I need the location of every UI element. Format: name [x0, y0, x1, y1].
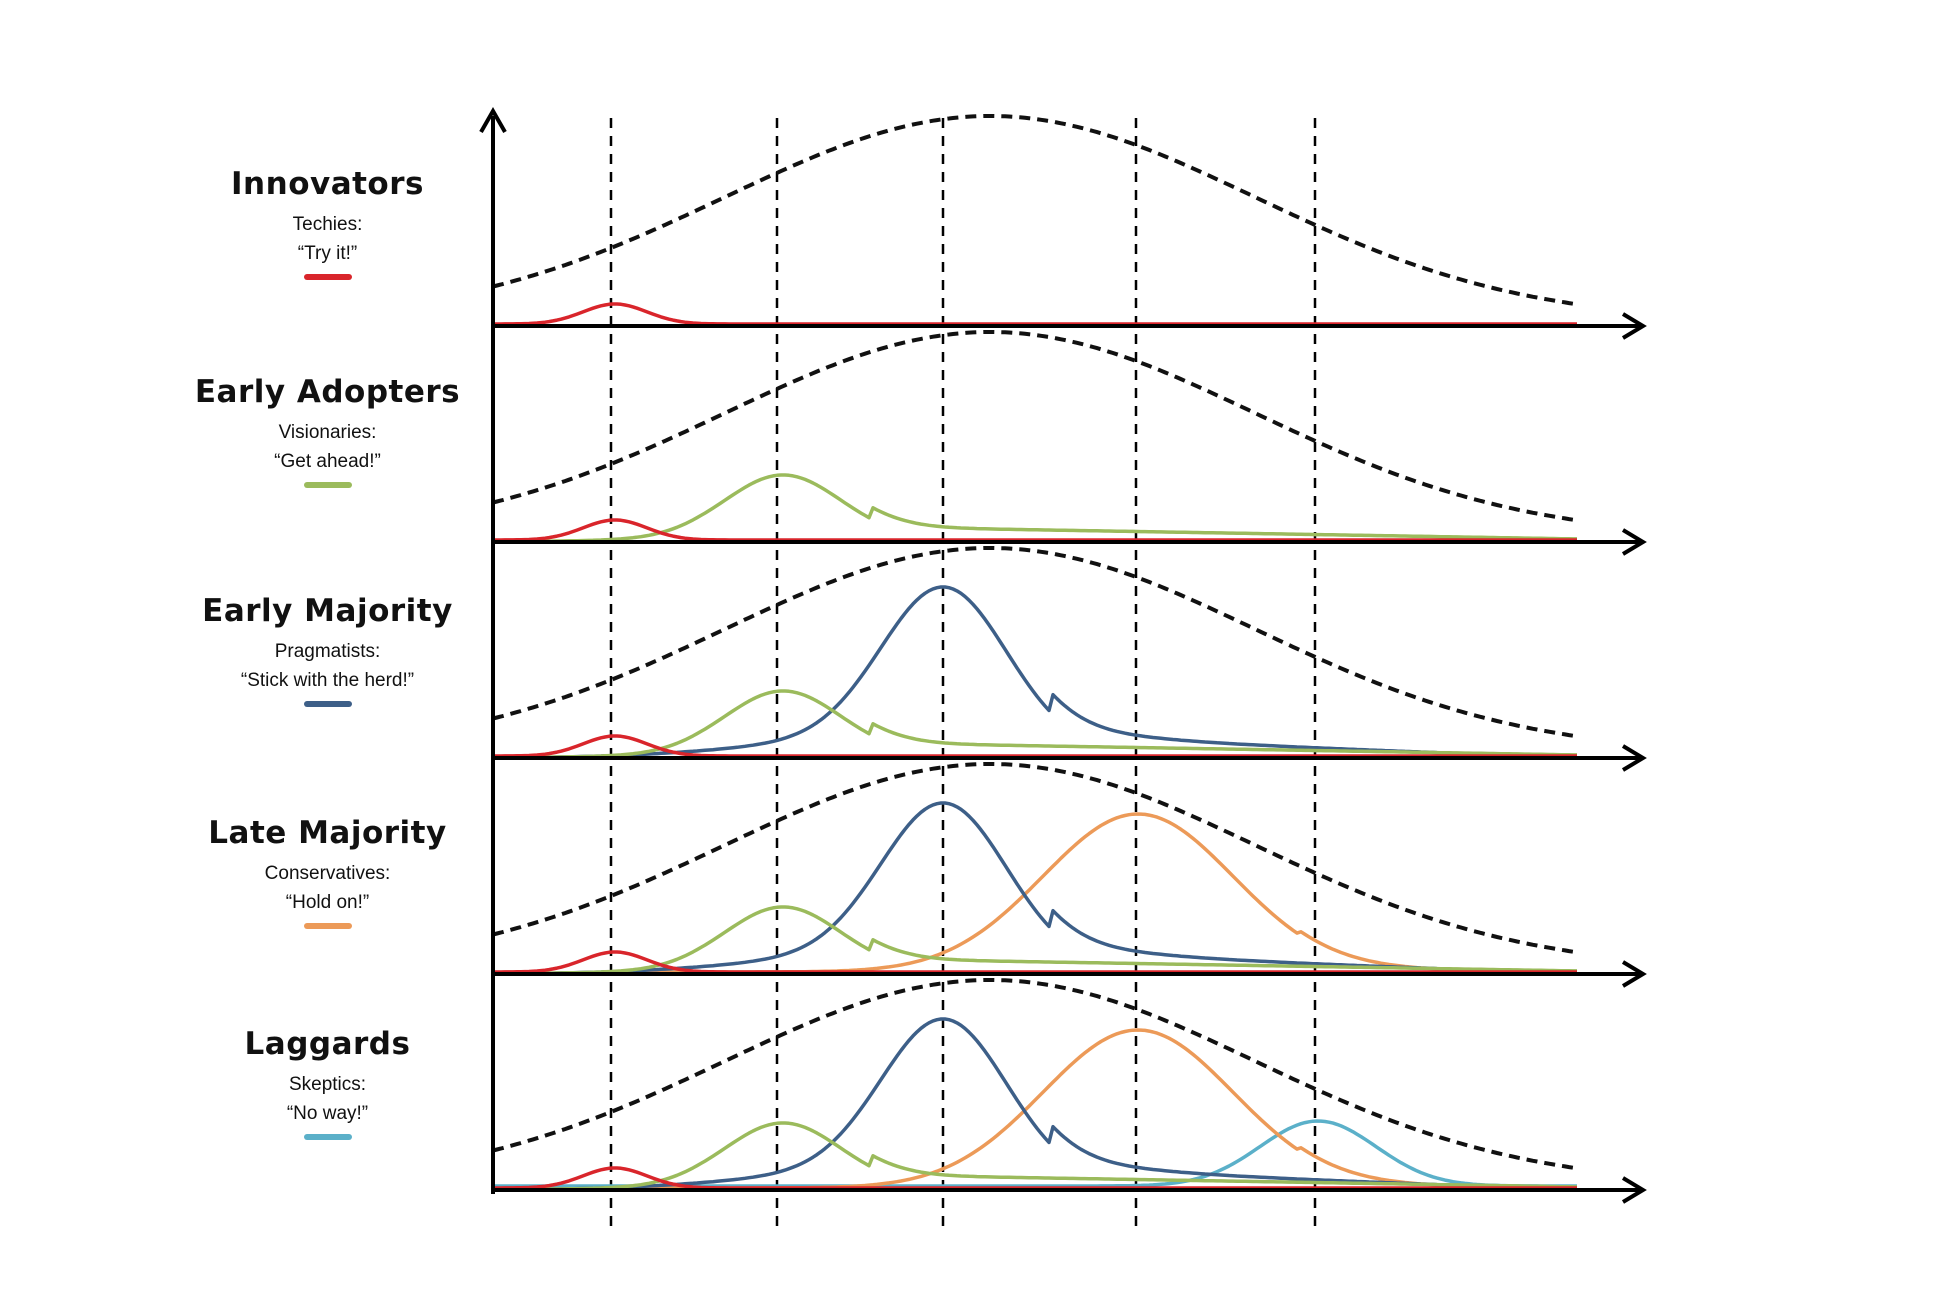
legend-early-majority: Early Majority Pragmatists: “Stick with … [185, 591, 470, 707]
y-axis [479, 106, 507, 1194]
curve-late-majority [493, 1028, 1578, 1192]
total-adoption-curve [492, 762, 1578, 955]
x-axis-arrow-icon [1621, 744, 1647, 772]
legend-title: Early Majority [202, 593, 453, 629]
panel-early-adopters [492, 330, 1647, 556]
legend-quote: “No way!” [286, 1103, 369, 1124]
legend-early-adopters: Early Adopters Visionaries: “Get ahead!” [185, 372, 470, 488]
y-axis-arrow-icon [479, 106, 507, 133]
panel-late-majority [492, 762, 1647, 988]
x-axis-arrow-icon [1621, 960, 1647, 988]
curve-early-majority [493, 585, 1578, 760]
legend-swatch-innovators [303, 274, 352, 280]
legend-quote: “Try it!” [297, 243, 358, 264]
curve-late-majority [493, 812, 1578, 976]
legend-role: Visionaries: [278, 422, 377, 443]
curve-early-adopters [492, 473, 1577, 544]
legend-title: Late Majority [208, 815, 447, 851]
legend-title: Early Adopters [194, 374, 461, 410]
legend-swatch-laggards [303, 1134, 352, 1140]
legend-swatch-early-majority [303, 701, 352, 707]
panel-laggards [492, 978, 1647, 1204]
legend-swatch-late-majority [303, 923, 352, 929]
legend-laggards: Laggards Skeptics: “No way!” [185, 1024, 470, 1140]
total-adoption-curve [492, 114, 1578, 307]
curve-innovators [493, 302, 1577, 326]
x-axis-arrow-icon [1621, 312, 1647, 340]
total-adoption-curve [492, 546, 1578, 739]
panel-early-majority [492, 546, 1647, 772]
legend-title: Laggards [244, 1026, 411, 1062]
curve-early-adopters [492, 1121, 1577, 1192]
legend-title: Innovators [231, 166, 424, 202]
x-axis-arrow-icon [1621, 528, 1647, 556]
curve-early-majority [493, 1017, 1578, 1192]
legend-role: Skeptics: [288, 1074, 367, 1095]
legend-swatch-early-adopters [303, 482, 352, 488]
legend-role: Pragmatists: [274, 641, 381, 662]
legend-quote: “Stick with the herd!” [240, 670, 415, 691]
total-adoption-curve [492, 330, 1578, 523]
curve-early-majority [493, 801, 1578, 976]
legend-innovators: Innovators Techies: “Try it!” [185, 164, 470, 280]
legend-role: Techies: [292, 214, 363, 235]
curve-early-adopters [492, 905, 1577, 976]
legend-role: Conservatives: [264, 863, 391, 884]
total-adoption-curve [492, 978, 1578, 1171]
legend-late-majority: Late Majority Conservatives: “Hold on!” [185, 813, 470, 929]
x-axis-arrow-icon [1621, 1176, 1647, 1204]
legend-quote: “Get ahead!” [274, 451, 381, 472]
curve-early-adopters [492, 689, 1577, 760]
panel-plots [492, 114, 1647, 1204]
panel-innovators [492, 114, 1647, 340]
legend-quote: “Hold on!” [285, 892, 370, 913]
